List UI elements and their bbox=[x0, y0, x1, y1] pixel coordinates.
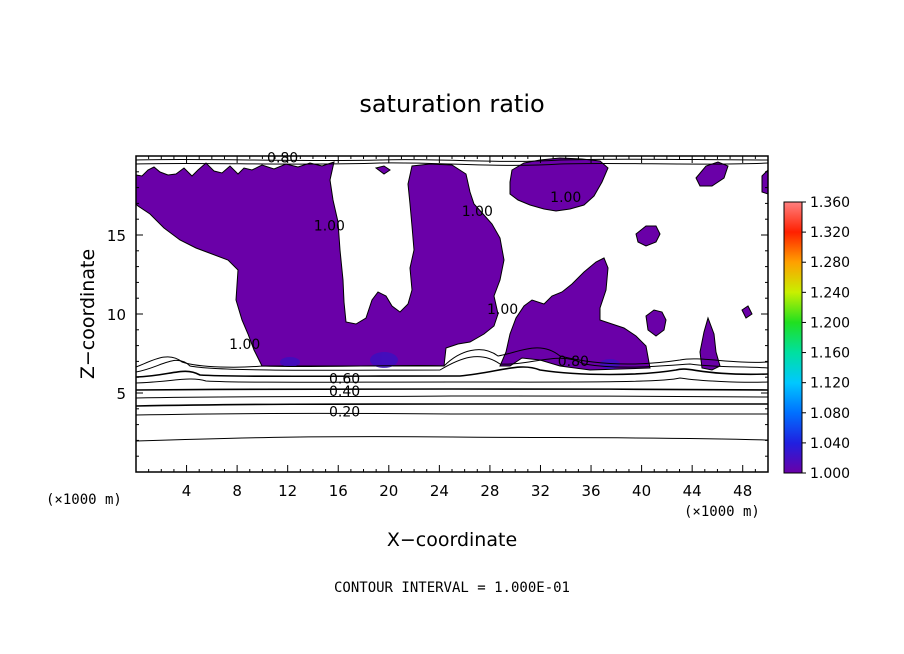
chart-title: saturation ratio bbox=[359, 90, 544, 118]
colorbar-tick-label: 1.080 bbox=[810, 406, 850, 422]
supersat-blob-2 bbox=[645, 309, 667, 337]
y-axis-ticks: 5 10 15 bbox=[107, 171, 768, 457]
x-tick-label: 44 bbox=[683, 482, 702, 500]
contour-line-060 bbox=[136, 388, 768, 391]
colorbar-tick-label: 1.320 bbox=[810, 225, 850, 241]
x-axis-ticks: 4 8 12 16 20 24 28 32 36 40 44 48 bbox=[148, 156, 756, 500]
contour-line-040 bbox=[136, 403, 768, 407]
supersat-blob-3 bbox=[699, 316, 721, 371]
x-axis-label: X−coordinate bbox=[387, 529, 517, 551]
contour-line-020 bbox=[136, 436, 768, 442]
contour-label: 0.20 bbox=[329, 405, 360, 421]
contour-label: 1.00 bbox=[462, 204, 493, 220]
contour-label: 0.80 bbox=[267, 150, 298, 166]
contour-line-050 bbox=[136, 395, 768, 399]
supersat-blob-6 bbox=[374, 165, 391, 175]
colorbar-tick-label: 1.000 bbox=[810, 466, 850, 482]
blue-spot-1 bbox=[370, 352, 398, 368]
contour-line-090 bbox=[136, 356, 768, 373]
contour-label: 1.00 bbox=[314, 218, 345, 234]
contour-label: 0.60 bbox=[329, 372, 360, 388]
colorbar: 1.000 1.040 1.080 1.120 1.160 1.200 1.240 1.280… bbox=[783, 195, 850, 482]
contour-line-080 bbox=[136, 366, 768, 378]
x-tick-label: 48 bbox=[733, 482, 752, 500]
colorbar-tick-label: 1.040 bbox=[810, 436, 850, 452]
supersat-region-top-right bbox=[509, 157, 609, 212]
x-tick-label: 36 bbox=[581, 482, 600, 500]
y-tick-label: 5 bbox=[116, 385, 126, 403]
colorbar-tick-label: 1.200 bbox=[810, 315, 850, 331]
supersat-region-mid-right bbox=[499, 257, 651, 371]
x-tick-label: 8 bbox=[232, 482, 242, 500]
colorbar-tick-label: 1.160 bbox=[810, 346, 850, 362]
contour-label: 1.00 bbox=[550, 190, 581, 206]
x-tick-label: 40 bbox=[632, 482, 651, 500]
contour-line-070 bbox=[136, 377, 768, 384]
x-unit-left: (×1000 m) bbox=[46, 492, 122, 508]
y-tick-label: 10 bbox=[107, 306, 126, 324]
supersat-blob-7 bbox=[741, 305, 753, 319]
contour-line-030 bbox=[136, 412, 768, 416]
colorbar-tick-label: 1.280 bbox=[810, 255, 850, 271]
supersat-blob-1 bbox=[635, 225, 661, 247]
contour-label: 1.00 bbox=[487, 302, 518, 318]
x-tick-label: 28 bbox=[480, 482, 499, 500]
x-tick-label: 20 bbox=[379, 482, 398, 500]
x-tick-label: 4 bbox=[182, 482, 192, 500]
colorbar-scale bbox=[783, 201, 803, 474]
plot-area bbox=[136, 156, 768, 472]
colorbar-tick-label: 1.240 bbox=[810, 285, 850, 301]
colorbar-tick-label: 1.120 bbox=[810, 376, 850, 392]
x-tick-label: 24 bbox=[430, 482, 449, 500]
x-tick-label: 12 bbox=[278, 482, 297, 500]
supersat-region-main bbox=[136, 161, 505, 367]
contour-interval-note: CONTOUR INTERVAL = 1.000E-01 bbox=[334, 580, 570, 596]
contour-line-095 bbox=[136, 347, 768, 368]
colorbar-tick-label: 1.360 bbox=[810, 195, 850, 211]
x-tick-label: 16 bbox=[329, 482, 348, 500]
contour-line-top-2 bbox=[136, 162, 768, 166]
x-unit-right: (×1000 m) bbox=[684, 504, 760, 520]
contour-line-top bbox=[136, 158, 768, 162]
supersat-blob-4 bbox=[695, 161, 729, 187]
contour-label: 0.80 bbox=[558, 354, 589, 370]
blue-spot-2 bbox=[280, 357, 300, 367]
y-tick-label: 15 bbox=[107, 227, 126, 245]
x-tick-label: 32 bbox=[531, 482, 550, 500]
contour-labels: 0.80 1.00 1.00 1.00 1.00 1.00 0.80 0.600.40 0.20 bbox=[229, 150, 589, 421]
contour-label: 0.40 bbox=[329, 384, 360, 400]
contour-label: 1.00 bbox=[229, 337, 260, 353]
y-axis-label: Z−coordinate bbox=[77, 249, 99, 379]
